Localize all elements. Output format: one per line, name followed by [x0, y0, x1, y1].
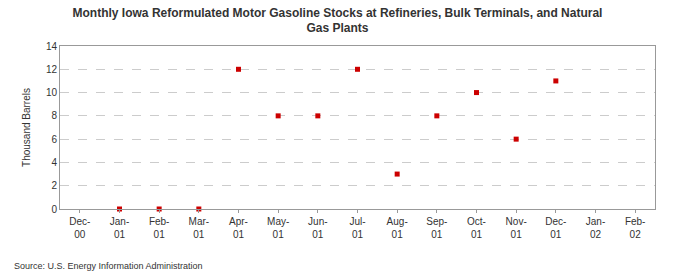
svg-text:Source: U.S. Energy Informatio: Source: U.S. Energy Information Administ… — [14, 261, 203, 271]
svg-text:14: 14 — [46, 41, 58, 52]
svg-text:Monthly Iowa Reformulated Moto: Monthly Iowa Reformulated Motor Gasoline… — [73, 6, 603, 36]
svg-text:Nov-01: Nov-01 — [506, 216, 527, 240]
svg-text:Feb-02: Feb-02 — [625, 216, 646, 240]
svg-text:8: 8 — [51, 110, 57, 121]
svg-text:10: 10 — [46, 87, 58, 98]
svg-text:Feb-01: Feb-01 — [149, 216, 170, 240]
svg-text:12: 12 — [46, 64, 58, 75]
svg-text:6: 6 — [51, 134, 57, 145]
svg-text:2: 2 — [51, 180, 57, 191]
svg-text:Jun-01: Jun-01 — [308, 216, 327, 240]
svg-text:May-01: May-01 — [267, 216, 289, 240]
svg-text:4: 4 — [51, 157, 57, 168]
svg-text:Apr-01: Apr-01 — [229, 216, 248, 240]
svg-text:Oct-01: Oct-01 — [467, 216, 486, 240]
svg-text:Dec-01: Dec-01 — [545, 216, 566, 240]
svg-text:Thousand Barrels: Thousand Barrels — [21, 88, 32, 167]
svg-text:Dec-00: Dec-00 — [69, 216, 90, 240]
svg-text:Aug-01: Aug-01 — [387, 216, 408, 240]
svg-text:Jul-01: Jul-01 — [349, 216, 365, 240]
svg-text:0: 0 — [51, 204, 57, 215]
svg-text:Sep-01: Sep-01 — [426, 216, 447, 240]
svg-text:Jan-02: Jan-02 — [586, 216, 605, 240]
svg-text:Mar-01: Mar-01 — [189, 216, 210, 240]
svg-text:Jan-01: Jan-01 — [110, 216, 129, 240]
